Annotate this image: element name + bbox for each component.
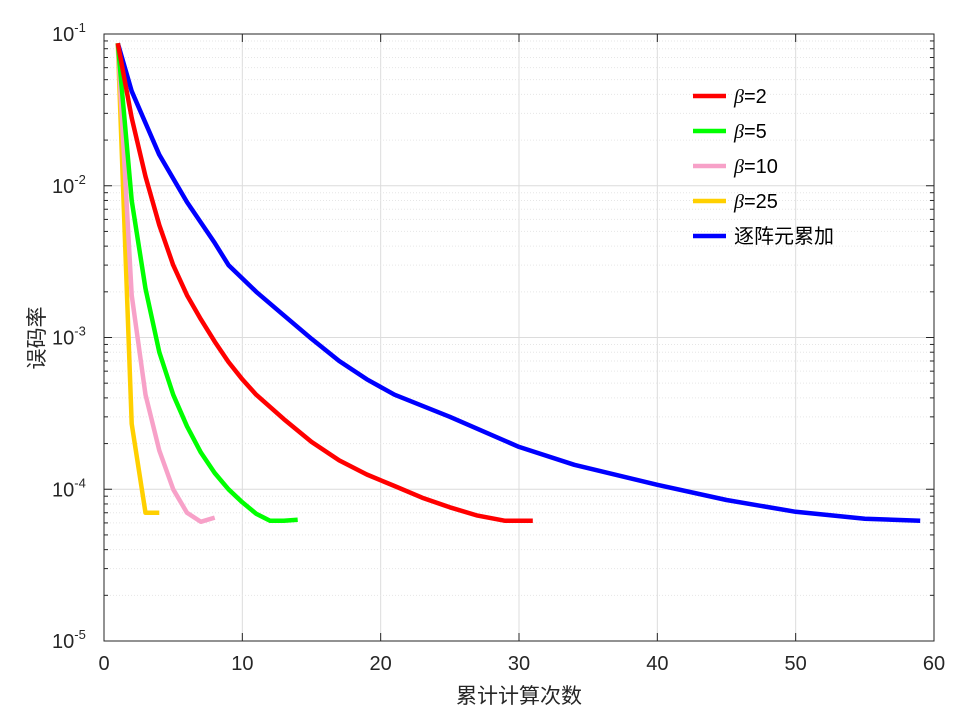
- y-tick-label-exponent: -4: [74, 475, 86, 490]
- y-tick-label-exponent: -2: [74, 172, 86, 187]
- legend-item: β=10: [693, 156, 778, 178]
- legend-label-text: =2: [744, 86, 767, 108]
- series-line: [115, 42, 533, 524]
- y-tick-labels: 10-110-210-310-410-5: [52, 20, 86, 653]
- x-tick-label: 30: [508, 653, 530, 675]
- legend-label: β=10: [733, 156, 778, 178]
- y-tick-label: 10-5: [52, 627, 86, 653]
- x-tick-label: 40: [646, 653, 668, 675]
- legend-label-text: =10: [744, 156, 778, 178]
- legend-label-text: =25: [744, 191, 778, 213]
- legend-label: 逐阵元累加: [734, 225, 834, 248]
- legend-label: β=5: [733, 121, 767, 143]
- y-tick-label-base: 10: [52, 176, 74, 198]
- legend-label-symbol: β: [733, 86, 744, 108]
- legend-label-symbol: β: [733, 156, 744, 178]
- legend-label: β=2: [733, 86, 767, 108]
- x-tick-labels: 0 10 20 30 40 50 60: [98, 653, 945, 675]
- legend-label-symbol: β: [733, 121, 744, 143]
- y-tick-label: 10-2: [52, 172, 86, 198]
- legend-label-text: =5: [744, 121, 767, 143]
- series-line: [115, 42, 921, 524]
- y-tick-label-base: 10: [52, 479, 74, 501]
- axis-ticks: [103, 33, 935, 642]
- legend-item: 逐阵元累加: [693, 225, 834, 248]
- series-lines: [115, 42, 921, 525]
- legend-label-text: 逐阵元累加: [734, 225, 834, 248]
- y-axis-title: 误码率: [25, 307, 49, 370]
- x-axis-title: 累计计算次数: [456, 684, 582, 708]
- legend-item: β=2: [693, 86, 767, 108]
- legend-item: β=5: [693, 121, 767, 143]
- y-tick-label-exponent: -3: [74, 324, 86, 339]
- x-tick-label: 10: [231, 653, 253, 675]
- series-line: [115, 43, 216, 525]
- y-tick-label: 10-1: [52, 20, 86, 46]
- legend-label: β=25: [733, 191, 778, 213]
- y-tick-label: 10-4: [52, 475, 86, 501]
- x-tick-label: 50: [785, 653, 807, 675]
- y-tick-label-base: 10: [52, 631, 74, 653]
- legend-label-symbol: β: [733, 191, 744, 213]
- y-tick-label-base: 10: [52, 24, 74, 46]
- series-line: [115, 43, 298, 524]
- series-line: [115, 43, 160, 516]
- y-tick-label: 10-3: [52, 324, 86, 350]
- y-tick-label-exponent: -5: [74, 627, 86, 642]
- y-tick-label-exponent: -1: [74, 20, 86, 35]
- x-tick-label: 20: [370, 653, 392, 675]
- x-tick-label: 60: [923, 653, 945, 675]
- x-tick-label: 0: [98, 653, 109, 675]
- y-tick-label-base: 10: [52, 328, 74, 350]
- legend-item: β=25: [693, 191, 778, 213]
